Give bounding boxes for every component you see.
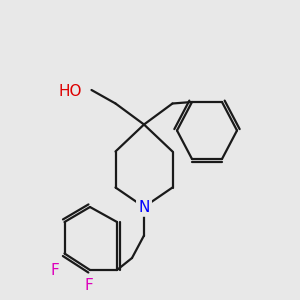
Text: N: N xyxy=(138,200,150,214)
Text: HO: HO xyxy=(59,84,82,99)
Text: F: F xyxy=(50,263,59,278)
Text: F: F xyxy=(84,278,93,293)
